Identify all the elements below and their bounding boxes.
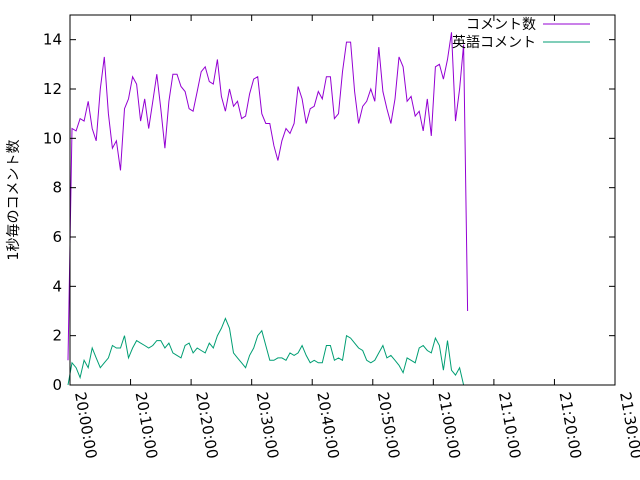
y-tick-label: 4	[52, 277, 62, 295]
y-tick-label: 0	[52, 376, 62, 394]
series-line-1	[67, 317, 465, 386]
y-tick-label: 6	[52, 228, 62, 246]
y-axis-label: 1秒毎のコメント数	[6, 140, 22, 261]
y-tick-label: 14	[43, 31, 62, 49]
y-tick-label: 12	[43, 80, 62, 98]
series-line-0	[67, 32, 469, 361]
y-tick-label: 8	[52, 179, 62, 197]
plot-frame	[69, 14, 616, 386]
y-tick-label: 10	[43, 129, 62, 147]
legend-label-1: 英語コメント	[452, 34, 536, 51]
y-tick-label: 2	[52, 327, 62, 345]
y-axis: 0 2 4 6 8 10 12 14	[43, 31, 615, 394]
legend-label-0: コメント数	[466, 17, 536, 33]
series-layer	[67, 32, 469, 386]
